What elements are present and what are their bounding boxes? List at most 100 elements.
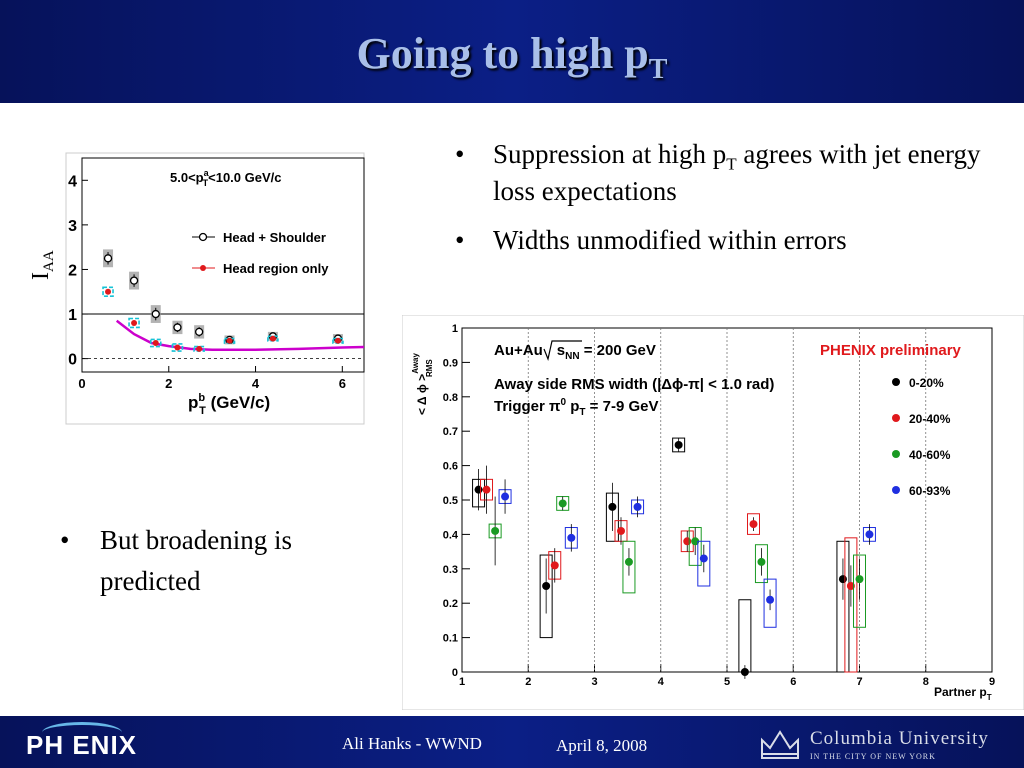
iaa-head-only-syserr: [149, 338, 162, 348]
bullet-glyph: •: [455, 139, 465, 169]
rms-point: [501, 492, 510, 501]
rms-point: [674, 440, 683, 449]
iaa-xtick-label: 4: [252, 376, 260, 391]
rms-legend-marker: [892, 378, 900, 386]
iaa-xtick-label: 2: [165, 376, 172, 391]
rms-xtick-label: 3: [591, 676, 597, 688]
bullet-glyph: •: [455, 225, 465, 256]
title-bar: Going to high pT: [0, 0, 1024, 103]
iaa-head-shoulder-point: [173, 323, 182, 332]
rms-ytick-label: 0.8: [443, 392, 458, 404]
iaa-legend-label: Head region only: [223, 261, 329, 276]
rms-title-line-1: Au+Au sNN = 200 GeV: [494, 342, 656, 362]
rms-point: [838, 575, 847, 584]
rms-point: [474, 485, 483, 494]
rms-sqrt-sign: [543, 340, 582, 362]
phoenix-arc-icon: [42, 722, 122, 743]
rms-point: [699, 554, 708, 563]
rms-ytick-label: 0.1: [443, 633, 458, 645]
rms-point: [567, 533, 576, 542]
iaa-ylabel: IAA: [28, 250, 57, 280]
iaa-head-shoulder-point: [194, 327, 204, 337]
rms-legend-label: 0-20%: [909, 376, 944, 390]
iaa-model-curve: [115, 319, 365, 351]
rms-xtick-label: 1: [459, 676, 465, 688]
title-text: Going to high p: [356, 29, 649, 78]
iaa-ytick-label: 1: [68, 307, 77, 324]
iaa-head-shoulder-point: [151, 309, 160, 319]
iaa-head-only-point: [334, 337, 341, 344]
footer-author: Ali Hanks - WWND: [342, 734, 482, 753]
footer-bar: PH ENIX Ali Hanks - WWND April 8, 2008 C…: [0, 716, 1024, 768]
bullet-glyph: •: [60, 525, 70, 555]
iaa-plot-area: 0 1 2 3 4 0 2 4 6 5.0<pa T<10.0 GeV/c Head + Should…: [68, 157, 365, 417]
rms-xtick-label: 5: [724, 676, 730, 688]
rms-point: [633, 502, 642, 511]
rms-point: [542, 582, 551, 590]
iaa-xtick-label: 6: [339, 376, 346, 391]
rms-ytick-label: 0: [452, 667, 458, 679]
rms-ytick-label: 0.3: [443, 564, 458, 576]
iaa-head-only-point: [131, 319, 138, 326]
bullet-list: • Suppression at high pT agrees with jet…: [455, 138, 1015, 274]
rms-ytick-label: 0.5: [443, 495, 458, 507]
iaa-figure-frame: [65, 152, 365, 425]
rms-ylabel: < Δ ϕ >Away RMS: [411, 352, 434, 415]
rms-figure-frame: [402, 315, 1024, 710]
rms-syserr-box: [853, 554, 866, 628]
slide-title: Going to high pT: [0, 28, 1024, 86]
rms-point: [624, 557, 633, 566]
iaa-annotation: 5.0<pa T<10.0 GeV/c: [170, 168, 282, 188]
rms-point: [740, 668, 749, 676]
rms-ytick-label: 0.9: [443, 357, 458, 369]
iaa-head-only-syserr: [102, 286, 114, 298]
rms-legend-marker: [892, 486, 900, 494]
iaa-legend-label: Head + Shoulder: [223, 230, 326, 245]
rms-point: [846, 582, 855, 590]
bullet-text-continued: agrees with jet energy loss expectations: [493, 139, 981, 206]
rms-point: [691, 537, 700, 546]
bullet-text: But broadening is predicted: [100, 525, 292, 596]
iaa-ytick-label: 4: [68, 173, 77, 190]
rms-ytick-label: 0.2: [443, 598, 458, 610]
rms-xtick-label: 2: [525, 676, 531, 688]
rms-xtick-label: 8: [923, 676, 929, 688]
rms-ytick-label: 1: [452, 323, 458, 335]
rms-xtick-label: 4: [658, 676, 665, 688]
iaa-head-only-point: [196, 345, 203, 352]
rms-legend-label: 20-40%: [909, 412, 951, 426]
iaa-head-only-syserr: [128, 317, 140, 329]
footer-date: April 8, 2008: [556, 736, 648, 755]
bullet-item-broadening: • But broadening is predicted: [60, 520, 390, 601]
rms-point: [865, 530, 874, 539]
iaa-xtick-label: 0: [78, 376, 85, 391]
rms-point: [558, 499, 567, 508]
rms-point: [683, 537, 692, 546]
rms-xtick-label: 6: [790, 676, 796, 688]
rms-legend-marker: [892, 414, 900, 422]
rms-ytick-label: 0.6: [443, 461, 458, 473]
rms-title-line-2: Away side RMS width (|Δϕ-π| < 1.0 rad): [494, 376, 774, 393]
iaa-ytick-label: 0: [68, 352, 77, 369]
rms-syserr-box: [622, 540, 636, 594]
bullet-item: • Suppression at high pT agrees with jet…: [455, 138, 1015, 208]
rms-point: [855, 575, 864, 584]
columbia-logo: Columbia University IN THE CITY OF NEW Y…: [758, 726, 1018, 766]
rms-legend-label: 40-60%: [909, 448, 951, 462]
iaa-head-only-syserr: [171, 343, 184, 352]
bullet-subscript: T: [726, 154, 737, 174]
iaa-chart: IAA 0 1 2 3 4 0 2 4 6 5.0<pa T<10.0 GeV/c Head + Sh…: [28, 152, 365, 425]
iaa-xlabel: pb T (GeV/c): [188, 392, 270, 417]
rms-width-chart: 0 0.1 0.2 0.3 0.4 0.5 0.6 0.7 0.8 0.9 1 1 2 3 4 5 6 7 8 9 Au…: [402, 315, 1024, 710]
rms-xtick-label: 7: [856, 676, 862, 688]
iaa-head-only-point: [174, 344, 181, 351]
rms-point: [550, 561, 559, 570]
iaa-ytick-label: 2: [68, 262, 77, 279]
iaa-head-only-point: [269, 335, 276, 342]
title-subscript: T: [648, 53, 668, 85]
rms-point: [608, 502, 617, 511]
rms-xtick-label: 9: [989, 676, 995, 688]
bullet-text: Widths unmodified within errors: [493, 225, 847, 256]
rms-point: [766, 595, 775, 604]
rms-point: [617, 526, 625, 535]
